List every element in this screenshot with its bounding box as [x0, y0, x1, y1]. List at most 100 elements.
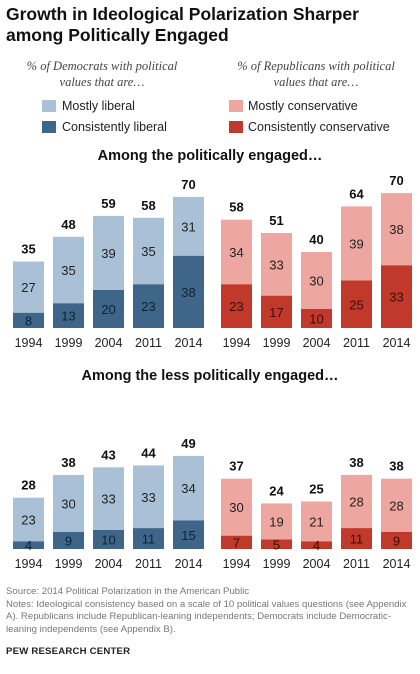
bar-segment-consistently [381, 265, 412, 328]
data-label-consistently: 4 [313, 538, 320, 553]
data-label-total: 24 [269, 483, 284, 498]
legend-mostly-liberal: Mostly liberal [62, 99, 135, 113]
data-label-consistently: 17 [269, 305, 283, 320]
bar-segment-mostly [53, 236, 84, 304]
data-label-consistently: 13 [61, 309, 75, 324]
notes-block: Source: 2014 Political Polarization in t… [6, 586, 416, 636]
data-label-mostly: 35 [141, 244, 155, 259]
data-label-mostly: 19 [269, 514, 283, 529]
data-label-consistently: 15 [181, 528, 195, 543]
data-label-total: 40 [309, 232, 323, 247]
bar-segment-consistently [261, 539, 292, 549]
x-tick-label: 2014 [383, 557, 411, 571]
data-label-consistently: 9 [65, 533, 72, 548]
data-label-consistently: 20 [101, 302, 115, 317]
data-label-consistently: 5 [273, 537, 280, 552]
data-label-consistently: 38 [181, 285, 195, 300]
x-tick-label: 2011 [343, 557, 370, 571]
x-tick-label: 1994 [223, 557, 251, 571]
x-tick-label: 1999 [55, 557, 83, 571]
bar-segment-consistently [301, 309, 332, 328]
bar-segment-consistently [93, 530, 124, 549]
x-tick-label: 2004 [303, 557, 331, 571]
source-note: Source: 2014 Political Polarization in t… [6, 586, 250, 597]
data-label-mostly: 31 [181, 219, 195, 234]
x-tick-label: 2011 [135, 557, 162, 571]
data-label-mostly: 34 [229, 245, 243, 260]
credit-line: PEW RESEARCH CENTER [6, 646, 131, 657]
section-heading-less-engaged: Among the less politically engaged… [81, 368, 339, 384]
bar-segment-consistently [13, 541, 44, 549]
data-label-mostly: 33 [101, 492, 115, 507]
bar-segment-mostly [13, 497, 44, 542]
bar-segment-mostly [261, 503, 292, 540]
data-label-total: 64 [349, 186, 364, 201]
bar-segment-mostly [261, 233, 292, 296]
chart-title: Growth in Ideological Polarization Sharp… [6, 4, 359, 45]
data-label-total: 70 [389, 173, 403, 188]
data-label-consistently: 8 [25, 313, 32, 328]
data-label-mostly: 28 [349, 495, 363, 510]
x-tick-label: 2011 [135, 336, 162, 350]
bar-segment-consistently [53, 303, 84, 328]
x-tick-label: 2004 [95, 336, 123, 350]
data-label-total: 38 [389, 459, 403, 474]
bar-segment-consistently [381, 531, 412, 549]
data-label-mostly: 27 [21, 280, 35, 295]
data-label-consistently: 25 [349, 297, 363, 312]
data-label-consistently: 23 [141, 299, 155, 314]
data-label-total: 51 [269, 213, 283, 228]
legend-swatch-consistently-liberal [42, 121, 56, 133]
data-label-consistently: 4 [25, 538, 32, 553]
data-label-mostly: 39 [101, 246, 115, 261]
data-label-total: 58 [229, 200, 243, 215]
data-label-consistently: 11 [142, 532, 156, 547]
x-tick-label: 2014 [175, 557, 203, 571]
data-label-mostly: 30 [309, 274, 323, 289]
chart-panel: 7 30 37 1994 5 19 24 1999 4 21 25 2004 11 28 38 2011 9 28… [221, 455, 412, 571]
data-label-total: 70 [181, 177, 195, 192]
bar-segment-mostly [381, 478, 412, 532]
data-label-mostly: 30 [229, 500, 243, 515]
legend-consistently-conservative: Consistently conservative [248, 120, 390, 134]
democrats-header: % of Democrats with political values tha… [26, 59, 178, 89]
bar-segment-consistently [173, 255, 204, 328]
bar-segment-mostly [93, 467, 124, 530]
bar-segment-mostly [133, 465, 164, 529]
bar-segment-mostly [13, 261, 44, 313]
data-label-mostly: 28 [389, 498, 403, 513]
bar-segment-consistently [93, 290, 124, 328]
chart-panel: 8 27 35 1994 13 35 48 1999 20 39 59 2004 23 35 58 2011 3… [13, 177, 204, 350]
legend-swatch-mostly-liberal [42, 100, 56, 112]
bar-segment-mostly [341, 206, 372, 281]
data-label-total: 37 [229, 459, 243, 474]
x-tick-label: 1999 [263, 336, 291, 350]
data-label-total: 28 [21, 478, 35, 493]
data-label-total: 38 [61, 455, 75, 470]
notes-text: Notes: Ideological consistency based on … [6, 598, 407, 635]
bar-segment-mostly [93, 215, 124, 290]
bar-segment-consistently [341, 528, 372, 549]
section-heading-engaged: Among the politically engaged… [97, 148, 323, 164]
data-label-mostly: 39 [349, 236, 363, 251]
data-label-mostly: 33 [141, 490, 155, 505]
bar-segment-consistently [133, 284, 164, 328]
data-label-consistently: 33 [389, 290, 403, 305]
x-tick-label: 2004 [303, 336, 331, 350]
x-tick-label: 2014 [383, 336, 411, 350]
data-label-total: 59 [101, 196, 115, 211]
data-label-mostly: 30 [61, 496, 75, 511]
data-label-mostly: 23 [21, 513, 35, 528]
x-tick-label: 1994 [223, 336, 251, 350]
data-label-total: 44 [141, 445, 156, 460]
bar-segment-mostly [341, 474, 372, 529]
data-label-consistently: 23 [229, 299, 243, 314]
data-label-total: 43 [101, 447, 115, 462]
data-label-consistently: 11 [350, 532, 364, 547]
data-label-mostly: 35 [61, 263, 75, 278]
republicans-header: % of Republicans with political values t… [237, 59, 395, 89]
x-tick-label: 2004 [95, 557, 123, 571]
legend-swatch-mostly-conservative [229, 100, 243, 112]
bar-segment-mostly [381, 193, 412, 266]
